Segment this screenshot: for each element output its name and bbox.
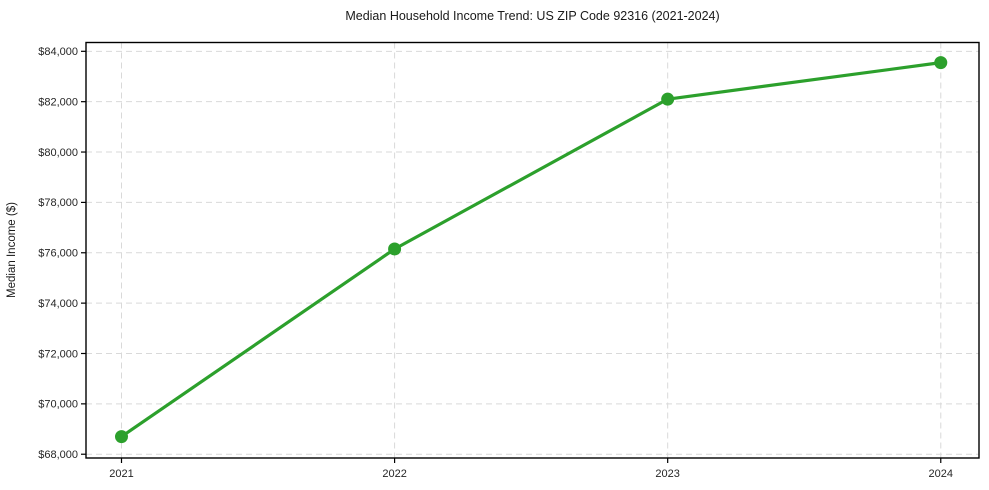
trend-line: [119, 61, 943, 439]
x-tick-label: 2022: [382, 468, 406, 480]
x-tick-label: 2024: [929, 468, 953, 480]
data-point-marker: [115, 430, 129, 444]
data-point-marker: [661, 92, 675, 106]
plot-border: [85, 41, 980, 459]
y-tick-label: $74,000: [38, 298, 78, 310]
y-tick-label: $80,000: [38, 147, 78, 159]
y-tick-label: $72,000: [38, 348, 78, 360]
y-tick-label: $84,000: [38, 46, 78, 58]
data-point-marker: [388, 242, 402, 256]
y-tick-label: $68,000: [38, 449, 78, 461]
chart-title: Median Household Income Trend: US ZIP Co…: [345, 9, 720, 23]
x-tick-label: 2023: [655, 468, 679, 480]
x-tick-label: 2021: [109, 468, 133, 480]
y-tick-label: $82,000: [38, 96, 78, 108]
y-tick-label: $76,000: [38, 248, 78, 260]
y-tick-label: $78,000: [38, 197, 78, 209]
y-tick-label: $70,000: [38, 399, 78, 411]
data-point-marker: [934, 56, 948, 70]
